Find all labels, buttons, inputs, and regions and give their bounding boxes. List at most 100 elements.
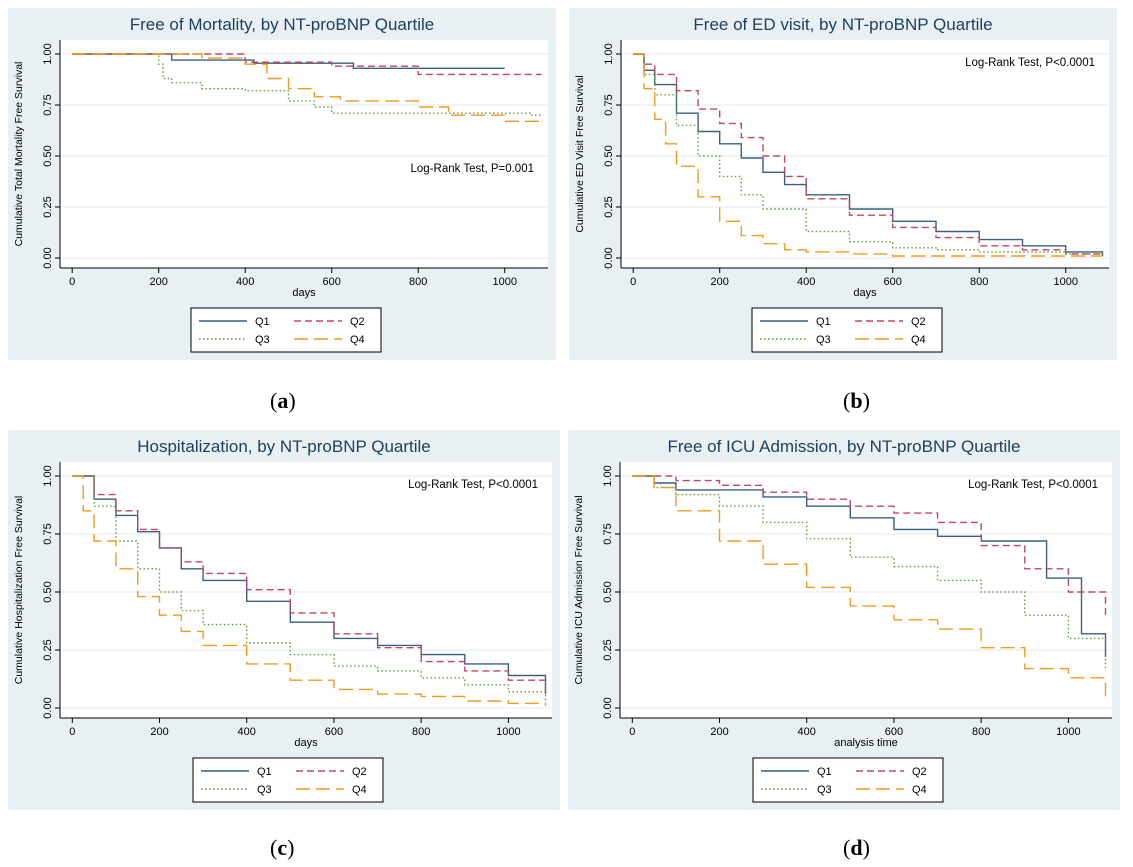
x-tick-label: 0 bbox=[69, 726, 75, 738]
x-axis-label: days bbox=[292, 287, 316, 299]
log-rank-annotation: Log-Rank Test, P<0.0001 bbox=[408, 479, 538, 491]
plot-area bbox=[60, 40, 548, 268]
series-line-q4 bbox=[72, 475, 547, 706]
legend-label-q1: Q1 bbox=[816, 316, 831, 328]
y-tick-label: 0.00 bbox=[603, 247, 615, 268]
y-axis-label: Cumulative ED Visit Free Survival bbox=[574, 75, 586, 232]
y-tick-label: 1.00 bbox=[42, 43, 54, 64]
x-tick-label: 0 bbox=[629, 726, 635, 738]
x-tick-label: 800 bbox=[972, 726, 990, 738]
chart-title: Free of ICU Admission, by NT-proBNP Quar… bbox=[667, 437, 1020, 456]
legend-label-q4: Q4 bbox=[911, 334, 926, 346]
y-tick-label: 0.50 bbox=[42, 581, 54, 602]
y-tick-label: 0.25 bbox=[42, 196, 54, 217]
series-line-q4 bbox=[632, 475, 1107, 697]
legend-label-q4: Q4 bbox=[912, 784, 927, 796]
chart-panel-b: Free of ED visit, by NT-proBNP Quartile 0… bbox=[569, 8, 1117, 360]
y-tick-label: 0.75 bbox=[42, 94, 54, 115]
x-tick-label: 600 bbox=[884, 276, 902, 288]
x-tick-label: 400 bbox=[797, 276, 815, 288]
legend-label-q4: Q4 bbox=[352, 784, 367, 796]
x-axis-label: analysis time bbox=[834, 737, 898, 749]
y-tick-label: 0.00 bbox=[602, 697, 614, 718]
x-axis-label: days bbox=[294, 737, 318, 749]
caption-a: (a) bbox=[270, 388, 296, 413]
legend-label-q3: Q3 bbox=[257, 784, 272, 796]
legend-box bbox=[190, 307, 382, 353]
chart-title: Free of Mortality, by NT-proBNP Quartile bbox=[130, 15, 435, 34]
x-tick-label: 400 bbox=[798, 726, 816, 738]
y-tick-label: 0.25 bbox=[42, 639, 54, 660]
plot-area bbox=[60, 462, 552, 718]
log-rank-annotation: Log-Rank Test, P<0.0001 bbox=[968, 479, 1098, 491]
x-tick-label: 1000 bbox=[496, 726, 520, 738]
legend-box bbox=[192, 757, 384, 803]
legend-label-q2: Q2 bbox=[912, 766, 927, 778]
y-tick-label: 0.50 bbox=[42, 145, 54, 166]
y-tick-label: 0.00 bbox=[42, 247, 54, 268]
series-line-q1 bbox=[72, 475, 547, 695]
y-tick-label: 0.50 bbox=[602, 581, 614, 602]
legend-label-q1: Q1 bbox=[257, 766, 272, 778]
y-tick-label: 1.00 bbox=[42, 465, 54, 486]
chart-svg: Free of Mortality, by NT-proBNP Quartile… bbox=[8, 8, 556, 360]
x-tick-label: 600 bbox=[885, 726, 903, 738]
series-line-q2 bbox=[72, 53, 542, 76]
legend-label-q2: Q2 bbox=[352, 766, 367, 778]
x-tick-label: 800 bbox=[412, 726, 430, 738]
legend-label-q1: Q1 bbox=[255, 316, 270, 328]
y-tick-label: 0.75 bbox=[602, 523, 614, 544]
y-tick-label: 0.50 bbox=[603, 145, 615, 166]
series-line-q4 bbox=[72, 53, 542, 122]
y-axis-label: Cumulative Hospitalization Free Survival bbox=[13, 496, 25, 685]
y-tick-label: 0.25 bbox=[603, 196, 615, 217]
x-tick-label: 400 bbox=[238, 726, 256, 738]
y-tick-label: 0.75 bbox=[603, 94, 615, 115]
series-line-q2 bbox=[632, 475, 1107, 616]
legend-box bbox=[751, 307, 943, 353]
y-tick-label: 0.25 bbox=[602, 639, 614, 660]
log-rank-annotation: Log-Rank Test, P=0.001 bbox=[411, 163, 535, 175]
x-tick-label: 0 bbox=[69, 276, 75, 288]
chart-svg: Free of ED visit, by NT-proBNP Quartile 0… bbox=[569, 8, 1117, 360]
x-tick-label: 200 bbox=[710, 726, 728, 738]
x-tick-label: 1000 bbox=[493, 276, 517, 288]
log-rank-annotation: Log-Rank Test, P<0.0001 bbox=[965, 57, 1095, 69]
series-line-q4 bbox=[633, 53, 1103, 257]
x-tick-label: 1000 bbox=[1056, 726, 1080, 738]
plot-area bbox=[620, 462, 1112, 718]
x-tick-label: 200 bbox=[150, 726, 168, 738]
y-tick-label: 1.00 bbox=[603, 43, 615, 64]
legend-label-q2: Q2 bbox=[350, 316, 365, 328]
x-axis-label: days bbox=[853, 287, 877, 299]
x-tick-label: 1000 bbox=[1054, 276, 1078, 288]
y-axis-label: Cumulative Total Mortality Free Survival bbox=[13, 62, 25, 247]
legend-label-q3: Q3 bbox=[255, 334, 270, 346]
x-tick-label: 800 bbox=[970, 276, 988, 288]
chart-panel-d: Free of ICU Admission, by NT-proBNP Quar… bbox=[568, 430, 1120, 810]
chart-panel-a: Free of Mortality, by NT-proBNP Quartile… bbox=[8, 8, 556, 360]
chart-title: Free of ED visit, by NT-proBNP Quartile bbox=[693, 15, 992, 34]
caption-c: (c) bbox=[270, 835, 295, 860]
series-line-q2 bbox=[633, 53, 1104, 256]
series-line-q2 bbox=[72, 475, 547, 692]
series-line-q3 bbox=[633, 53, 1104, 256]
x-tick-label: 400 bbox=[236, 276, 254, 288]
x-tick-label: 600 bbox=[325, 726, 343, 738]
legend-label-q2: Q2 bbox=[911, 316, 926, 328]
plot-area bbox=[621, 40, 1109, 268]
y-tick-label: 1.00 bbox=[602, 465, 614, 486]
series-line-q3 bbox=[72, 53, 542, 116]
y-axis-label: Cumulative ICU Admission Free Survival bbox=[573, 495, 585, 684]
x-tick-label: 800 bbox=[409, 276, 427, 288]
legend-label-q3: Q3 bbox=[816, 334, 831, 346]
chart-svg: Hospitalization, by NT-proBNP Quartile 0.… bbox=[8, 430, 560, 810]
x-tick-label: 600 bbox=[323, 276, 341, 288]
caption-d: (d) bbox=[843, 835, 870, 860]
caption-b: (b) bbox=[843, 388, 870, 413]
legend-label-q3: Q3 bbox=[817, 784, 832, 796]
x-tick-label: 200 bbox=[150, 276, 168, 288]
series-line-q3 bbox=[72, 475, 547, 701]
legend-label-q1: Q1 bbox=[817, 766, 832, 778]
chart-svg: Free of ICU Admission, by NT-proBNP Quar… bbox=[568, 430, 1120, 810]
